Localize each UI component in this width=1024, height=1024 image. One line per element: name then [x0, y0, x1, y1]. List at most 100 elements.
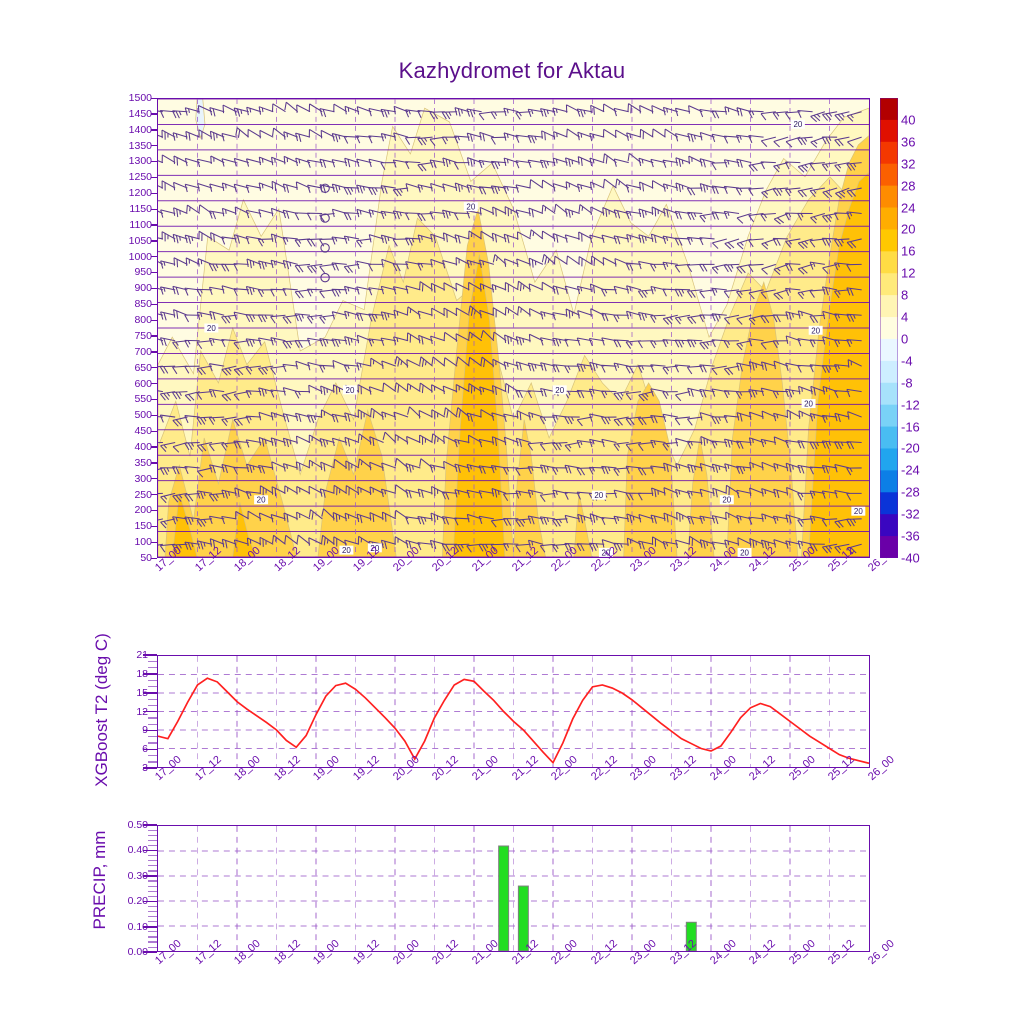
y-tick-mark — [151, 176, 157, 179]
y-minor-tick — [148, 865, 157, 867]
y-minor-tick — [148, 910, 157, 913]
y-minor-tick — [148, 667, 157, 669]
y-tick-label: 1450 — [128, 107, 152, 120]
y-tick-label: 1100 — [129, 218, 152, 231]
y-minor-tick — [148, 742, 157, 744]
y-tick-mark — [151, 509, 157, 512]
y-tick-label: 950 — [134, 266, 152, 279]
y-tick-label: 1400 — [128, 123, 152, 136]
colorbar-tick-label: 36 — [901, 134, 916, 150]
y-tick-mark — [151, 462, 157, 464]
colorbar-tick-label: 0 — [901, 331, 909, 347]
y-tick-label: 50 — [140, 551, 152, 564]
y-minor-tick — [148, 761, 157, 763]
y-tick-label: 300 — [134, 472, 152, 485]
y-tick-mark — [151, 160, 157, 163]
colorbar-tick-label: -20 — [901, 440, 920, 456]
y-minor-tick — [148, 905, 157, 908]
y-minor-tick — [148, 895, 157, 897]
y-tick-label: 350 — [134, 456, 152, 469]
svg-text:20: 20 — [207, 324, 216, 333]
y-tick-mark — [151, 557, 157, 559]
y-minor-tick — [148, 900, 157, 902]
colorbar-tick-label: -32 — [901, 506, 920, 522]
y-tick-label: 1150 — [129, 202, 152, 215]
wind-temperature-profile-panel[interactable]: 20 20 20 20 20 20 20 20 20 20 20 20 20 20 20 — [157, 98, 870, 558]
y-tick-label: 1250 — [128, 171, 152, 184]
temperature-colorbar[interactable] — [880, 98, 898, 558]
y-minor-tick — [148, 748, 157, 750]
y-tick-mark — [151, 256, 157, 258]
precip-panel[interactable] — [157, 825, 870, 952]
y-minor-tick — [148, 936, 157, 938]
colorbar-tick-label: -24 — [901, 462, 920, 478]
y-tick-label: 550 — [134, 393, 152, 406]
svg-text:20: 20 — [722, 496, 731, 505]
colorbar-tick-label: -40 — [901, 550, 920, 566]
colorbar-tick-label: 20 — [901, 221, 916, 237]
y-minor-tick — [148, 829, 157, 831]
precip-plot-area — [158, 826, 869, 951]
y-minor-tick — [148, 941, 157, 943]
svg-text:20: 20 — [466, 203, 475, 212]
y-minor-tick — [148, 951, 157, 953]
y-tick-label: 1350 — [128, 139, 152, 152]
y-minor-tick — [148, 946, 157, 948]
profile-plot-area: 20 20 20 20 20 20 20 20 20 20 20 20 20 20 20 — [158, 99, 869, 557]
colorbar-tick-label: 24 — [901, 200, 916, 216]
svg-text:20: 20 — [555, 386, 564, 395]
y-tick-label: 1500 — [128, 91, 152, 104]
y-minor-tick — [148, 824, 157, 826]
svg-text:20: 20 — [342, 546, 351, 555]
y-minor-tick — [148, 755, 157, 757]
y-minor-tick — [148, 673, 157, 675]
y-tick-label: 400 — [134, 440, 152, 453]
y-minor-tick — [148, 736, 157, 738]
y-tick-mark — [151, 351, 157, 353]
svg-text:20: 20 — [854, 507, 863, 516]
y-tick-label: 12 — [136, 705, 148, 718]
x-tick-label: 26_00 — [866, 753, 897, 783]
y-tick-mark — [151, 145, 157, 147]
y-tick-label: 0.10 — [127, 920, 148, 933]
y-tick-label: 800 — [134, 313, 152, 326]
y-tick-mark — [151, 335, 157, 337]
y-minor-tick — [148, 704, 157, 706]
y-tick-label: 650 — [134, 361, 152, 374]
y-minor-tick — [148, 729, 157, 732]
y-tick-mark — [151, 287, 157, 290]
y-minor-tick — [148, 860, 157, 862]
y-minor-tick — [148, 839, 157, 842]
y-minor-tick — [148, 875, 157, 877]
y-minor-tick — [148, 698, 157, 700]
page-title: Kazhydromet for Aktau — [398, 58, 626, 83]
y-minor-tick — [148, 767, 157, 769]
y-minor-tick — [148, 916, 157, 918]
colorbar-tick-label: 4 — [901, 309, 909, 325]
y-tick-label: 750 — [134, 329, 152, 342]
y-tick-label: 100 — [134, 535, 152, 548]
y-minor-tick — [148, 926, 157, 928]
y-tick-label: 700 — [134, 345, 152, 358]
y-minor-tick — [148, 855, 157, 857]
y-tick-label: 450 — [134, 424, 152, 437]
xgboost-t2-panel[interactable] — [157, 655, 870, 768]
y-minor-tick — [148, 660, 157, 663]
y-minor-tick — [148, 717, 157, 719]
y-tick-label: 600 — [134, 377, 152, 390]
y-minor-tick — [148, 885, 157, 887]
y-minor-tick — [148, 692, 157, 694]
y-tick-label: 0.40 — [127, 844, 148, 857]
y-minor-tick — [148, 890, 157, 892]
y-tick-label: 0.30 — [127, 869, 148, 882]
y-tick-label: 1200 — [128, 186, 152, 199]
y-minor-tick — [148, 834, 157, 836]
y-tick-label: 200 — [134, 504, 152, 517]
svg-text:20: 20 — [257, 496, 266, 505]
y-tick-mark — [151, 398, 157, 401]
colorbar-tick-label: -28 — [901, 484, 920, 500]
y-minor-tick — [148, 723, 157, 725]
y-tick-label: 900 — [134, 282, 152, 295]
svg-text:20: 20 — [346, 386, 355, 395]
colorbar-tick-label: -8 — [901, 375, 913, 391]
